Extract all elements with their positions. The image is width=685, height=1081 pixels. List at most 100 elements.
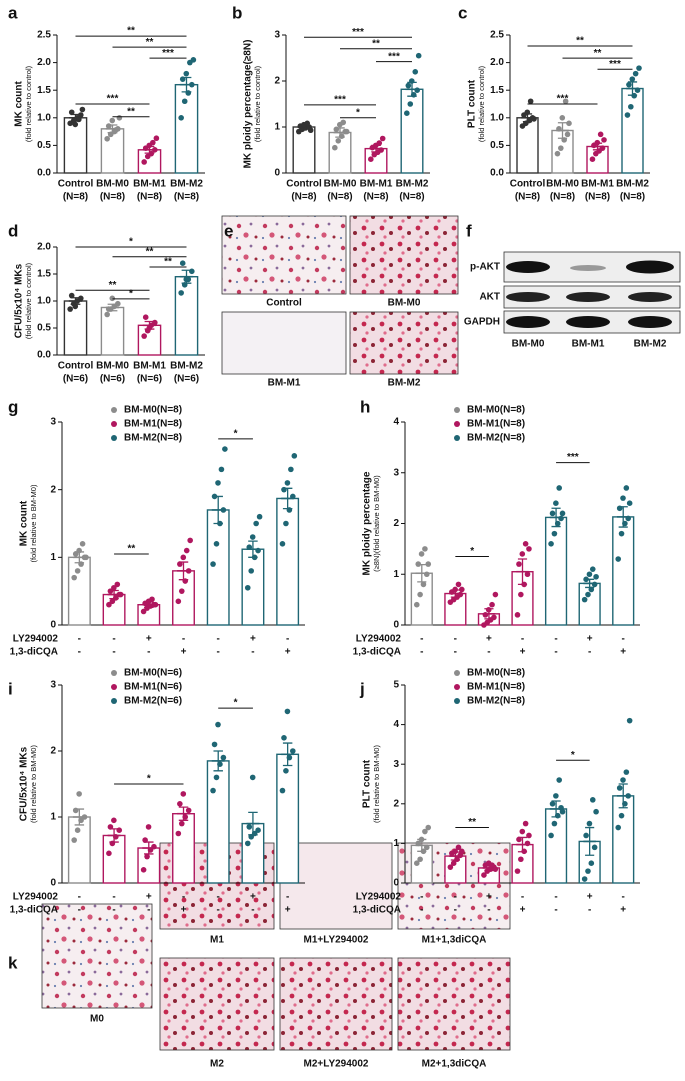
legend-label: BM-M1(N=6) [124,682,182,693]
legend-marker [111,435,117,441]
condition-mark: - [554,647,557,658]
condition-label: LY294002 [13,634,59,645]
band [506,316,550,328]
significance-label: * [356,107,360,118]
y-axis-label-sub: (fold relative to BM-M0) [29,484,38,562]
data-point [220,507,227,513]
data-point [425,561,432,567]
data-point [622,520,628,527]
data-point [549,801,556,807]
condition-mark: - [454,892,457,903]
data-point [450,860,457,866]
condition-mark: + [285,905,291,916]
data-point [524,840,531,847]
y-tick-label: 1 [50,552,56,563]
y-tick-label: 1 [50,812,56,823]
data-point [628,103,634,110]
y-tick-label: 2 [274,76,280,87]
condition-mark: - [217,634,220,645]
x-tick-label-n: (N=8) [585,192,610,203]
data-point [253,520,259,527]
data-point [291,453,298,459]
data-point [620,495,626,501]
blot-row-label: GAPDH [464,317,500,328]
data-point [187,537,193,544]
legend-marker [111,684,117,690]
condition-mark: - [420,892,423,903]
data-point [588,860,595,866]
data-point [178,820,185,827]
data-point [107,588,114,594]
y-tick-label: 3 [50,417,56,428]
data-point [140,608,147,615]
x-tick-label: BM-M2 [170,361,203,372]
data-point [548,832,554,839]
data-point [183,276,190,283]
data-point [79,541,86,547]
data-point [562,98,569,105]
y-tick-label: 0.5 [37,323,51,334]
y-axis-label-sub: (fold relative to control) [24,262,33,339]
legend-marker [454,435,460,441]
bar [621,87,644,174]
x-tick-label-n: (N=8) [515,192,540,203]
data-point [307,127,314,134]
data-point [179,76,186,82]
legend-marker [454,407,460,413]
significance-label: ** [128,544,136,555]
data-point [109,295,116,302]
data-point [248,568,255,574]
condition-mark: - [147,647,150,658]
data-point [376,140,383,146]
y-tick-label: 1.0 [37,296,51,307]
data-point [591,581,598,588]
condition-mark: - [112,647,115,658]
data-point [556,126,562,132]
x-tick-label: BM-M1 [133,179,166,190]
data-point [179,260,186,267]
bar [292,126,316,174]
data-point [183,70,190,77]
data-point [105,123,112,129]
y-tick-label: 3 [50,680,56,691]
y-tick-label: 0 [393,620,399,631]
data-point [140,867,147,873]
blot-column-label: BM-M1 [572,339,605,350]
data-point [213,541,220,547]
data-point [286,507,293,513]
significance-label: ** [109,280,117,291]
significance-label: ** [146,37,154,48]
bar [544,808,568,884]
data-point [304,120,311,127]
bar [206,509,230,626]
y-axis-label: PLT count [467,79,478,128]
data-point [626,500,633,507]
data-point [183,547,190,554]
condition-label: LY294002 [13,892,59,903]
x-tick-label: BM-M0 [324,179,357,190]
data-point [634,87,641,93]
band [506,261,550,273]
x-tick-label-n: (N=6) [137,374,162,385]
x-tick-label: Control [286,179,322,190]
data-point [111,817,117,824]
condition-mark: - [217,647,220,658]
y-tick-label: 1 [393,569,399,580]
data-point [149,596,155,603]
data-point [526,546,532,552]
bar [174,83,199,174]
y-tick-label: 1.5 [37,269,51,280]
condition-mark: + [587,892,593,903]
legend-marker [111,670,117,676]
data-point [459,848,465,855]
image-label: M1 [210,935,224,946]
data-point [624,112,631,118]
x-tick-label-n: (N=8) [327,192,352,203]
data-point [452,848,458,855]
data-point [410,92,417,98]
image-label: M1+LY294002 [304,935,369,946]
condition-mark: - [554,905,557,916]
data-point [78,295,84,302]
x-tick-label-n: (N=8) [620,192,645,203]
data-point [217,520,223,527]
